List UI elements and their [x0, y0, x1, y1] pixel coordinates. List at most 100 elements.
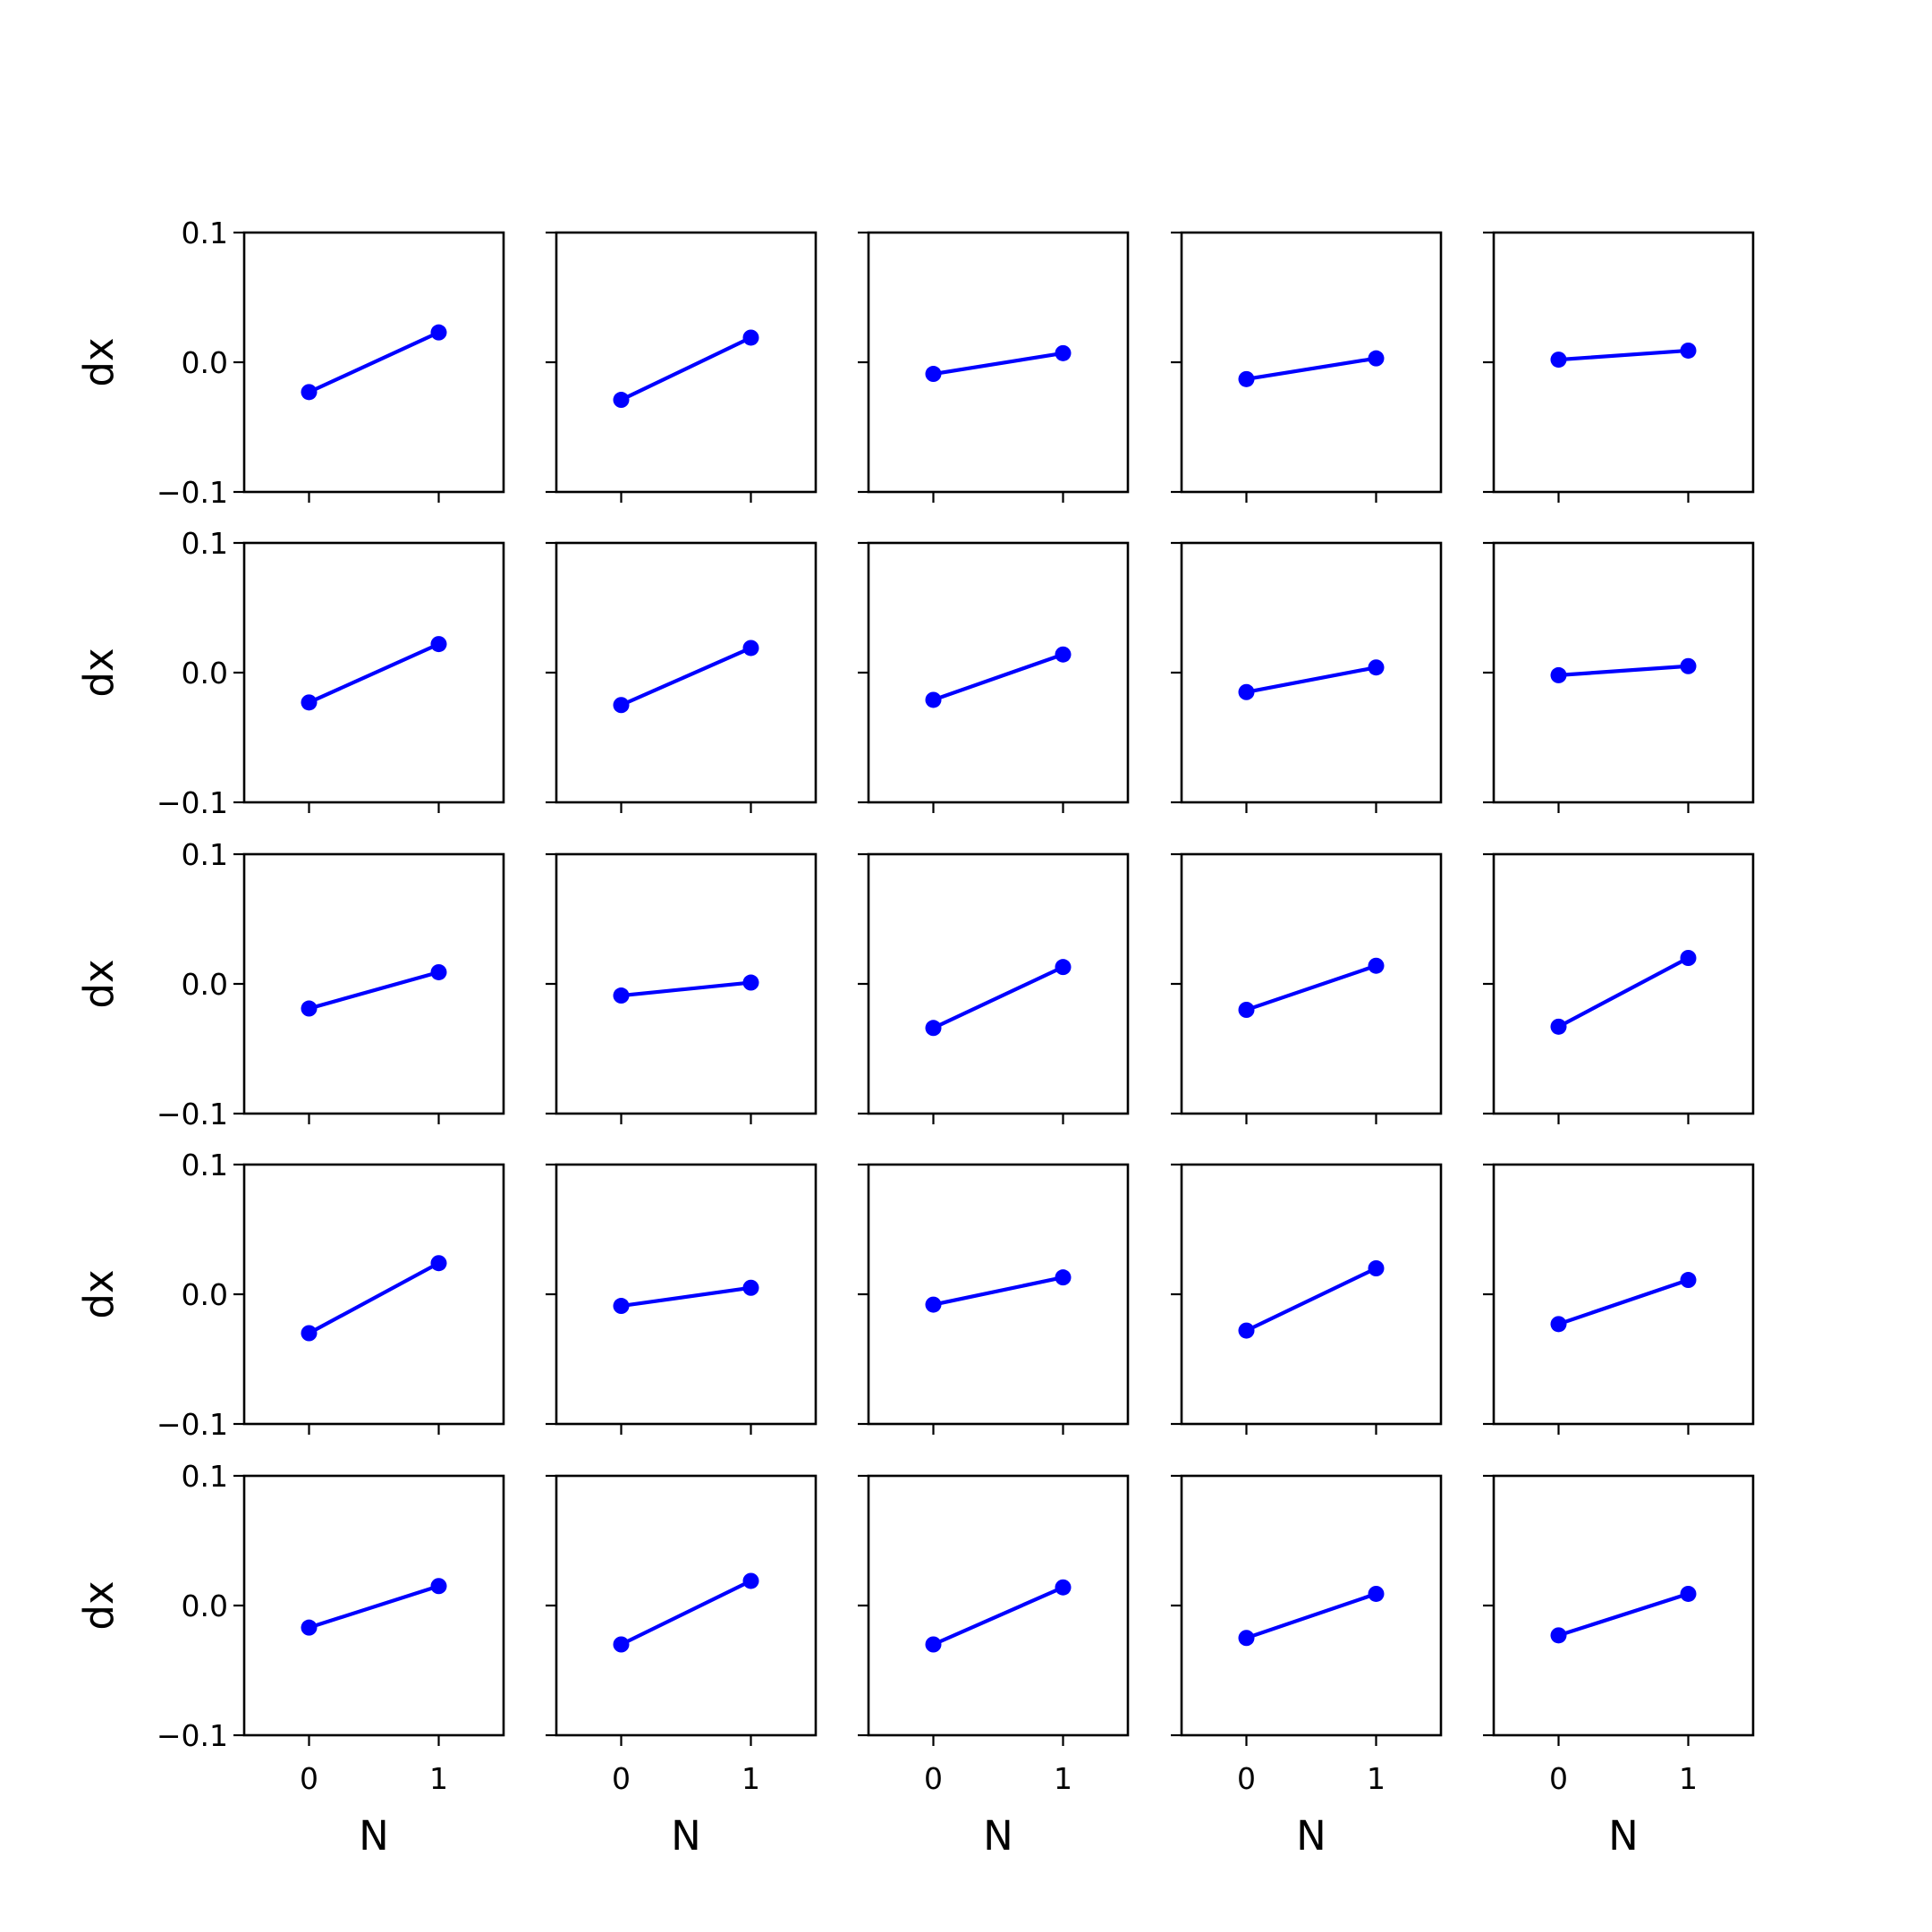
data-point-0: [301, 384, 318, 401]
series-line: [618, 645, 754, 708]
subplot-r4-c4: [1171, 1163, 1443, 1435]
subplot-r5-c1: −0.1 0.0 0.1 0 1 dx N: [75, 1459, 505, 1860]
series-line: [618, 1578, 754, 1648]
x-axis-label: N: [983, 1812, 1013, 1860]
y-tick-label: −0.1: [157, 1718, 228, 1753]
subplot-r2-c2: [546, 541, 818, 813]
data-point-0: [301, 1000, 318, 1017]
series-line: [930, 964, 1066, 1031]
series-line: [1556, 664, 1690, 678]
data-point-0: [1238, 370, 1255, 387]
data-point-1: [742, 1572, 759, 1589]
subplot-r3-c1: −0.1 0.0 0.1 dx: [75, 837, 505, 1131]
data-point-0: [613, 392, 630, 409]
y-tick-label: 0.0: [182, 345, 228, 380]
data-point-1: [1680, 657, 1697, 674]
data-point-0: [925, 691, 942, 708]
data-point-1: [742, 1279, 759, 1296]
data-point-1: [1368, 1260, 1385, 1276]
data-point-0: [613, 987, 630, 1004]
data-point-1: [1055, 959, 1072, 976]
data-point-1: [1055, 344, 1072, 361]
series-line: [931, 351, 1065, 377]
data-point-1: [1680, 1272, 1697, 1289]
data-point-0: [1238, 1002, 1255, 1018]
data-point-0: [1550, 666, 1567, 683]
x-axis-label: N: [671, 1812, 701, 1860]
y-axis-label: dx: [75, 1580, 123, 1630]
data-point-0: [1550, 352, 1567, 369]
x-axis-label: N: [359, 1812, 389, 1860]
series-line: [306, 329, 442, 395]
data-point-0: [301, 694, 318, 711]
subplot-r1-c5: [1483, 231, 1755, 503]
data-point-0: [613, 1636, 630, 1653]
data-point-0: [1238, 1322, 1255, 1339]
series-line: [1243, 1591, 1379, 1640]
y-tick-label: −0.1: [157, 1407, 228, 1442]
data-point-0: [925, 1636, 942, 1653]
data-point-1: [1680, 1585, 1697, 1602]
series-line: [1555, 1591, 1691, 1638]
series-line: [1556, 348, 1690, 362]
series-line: [930, 1584, 1066, 1648]
y-tick-label: −0.1: [157, 1097, 228, 1131]
series-line: [1243, 963, 1379, 1013]
series-line: [931, 1275, 1065, 1308]
y-tick-label: 0.1: [182, 1459, 228, 1494]
x-axis-label: N: [1296, 1812, 1326, 1860]
subplot-r3-c3: [858, 852, 1130, 1124]
data-point-1: [742, 640, 759, 657]
series-line: [306, 1583, 442, 1631]
data-point-1: [1680, 950, 1697, 966]
data-point-1: [430, 1578, 447, 1595]
y-tick-label: 0.1: [182, 216, 228, 250]
x-tick-label: 1: [1679, 1761, 1698, 1796]
series-line: [930, 652, 1066, 703]
data-point-1: [1055, 1269, 1072, 1286]
data-point-0: [1238, 683, 1255, 700]
data-point-0: [925, 1296, 942, 1313]
subplot-r3-c4: [1171, 852, 1443, 1124]
subplot-r1-c1: −0.1 0.0 0.1 dx: [75, 216, 505, 510]
data-point-0: [301, 1325, 318, 1342]
series-line: [306, 970, 442, 1012]
data-point-0: [301, 1619, 318, 1636]
data-point-1: [430, 636, 447, 653]
y-tick-label: −0.1: [157, 475, 228, 510]
data-point-1: [1055, 646, 1072, 663]
subplot-r3-c5: [1483, 852, 1755, 1124]
x-tick-label: 1: [1367, 1761, 1385, 1796]
x-tick-label: 0: [300, 1761, 318, 1796]
x-tick-label: 0: [1237, 1761, 1256, 1796]
subplot-r5-c4: 0 1 N: [1171, 1474, 1443, 1860]
subplot-r4-c1: −0.1 0.0 0.1 dx: [75, 1148, 505, 1442]
series-line: [619, 980, 753, 998]
data-point-1: [430, 963, 447, 980]
series-line: [306, 641, 442, 706]
subplot-r2-c1: −0.1 0.0 0.1 dx: [75, 526, 505, 820]
series-line: [1243, 1266, 1379, 1334]
data-point-0: [613, 697, 630, 714]
y-axis-label: dx: [75, 337, 123, 386]
y-tick-label: 0.1: [182, 837, 228, 872]
data-point-0: [1238, 1630, 1255, 1647]
data-point-1: [742, 329, 759, 346]
subplot-r2-c5: [1483, 541, 1755, 813]
subplot-r1-c4: [1171, 231, 1443, 503]
y-tick-label: 0.1: [182, 526, 228, 561]
series-line: [1244, 665, 1378, 695]
data-point-1: [1055, 1579, 1072, 1596]
data-point-0: [925, 366, 942, 383]
subplot-r1-c2: [546, 231, 818, 503]
subplot-r2-c3: [858, 541, 1130, 813]
data-point-1: [430, 324, 447, 341]
x-tick-label: 0: [612, 1761, 631, 1796]
subplot-r5-c3: 0 1 N: [858, 1474, 1130, 1860]
data-point-1: [1680, 342, 1697, 359]
series-line: [618, 335, 754, 402]
data-point-0: [613, 1298, 630, 1315]
series-line: [1244, 356, 1378, 382]
series-line: [306, 1260, 442, 1336]
